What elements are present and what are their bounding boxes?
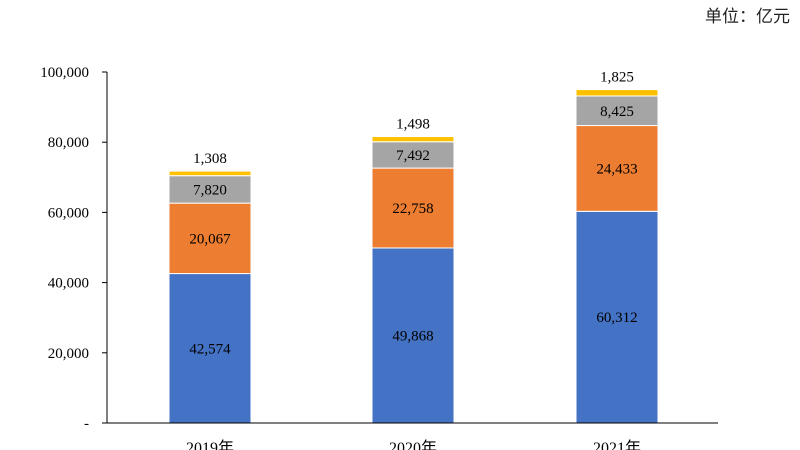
y-tick-label: 100,000 xyxy=(40,65,89,81)
bar-segment xyxy=(168,202,252,275)
x-tick-label: 2019年 xyxy=(186,439,234,450)
data-label: 42,574 xyxy=(189,341,231,357)
data-label: 1,825 xyxy=(600,70,634,86)
bar-segment xyxy=(371,141,455,169)
data-label: 22,758 xyxy=(392,201,433,217)
bar-segment xyxy=(575,89,659,97)
data-label: 1,498 xyxy=(396,117,430,133)
data-label: 60,312 xyxy=(596,310,637,326)
bar-segment xyxy=(371,136,455,143)
y-tick-label: 40,000 xyxy=(48,276,89,292)
y-tick-label: - xyxy=(84,416,89,432)
data-label: 24,433 xyxy=(596,161,637,177)
bar-segment xyxy=(575,95,659,127)
data-label: 49,868 xyxy=(392,328,433,344)
bar-segment xyxy=(371,167,455,249)
data-label: 8,425 xyxy=(600,104,634,120)
unit-label: 单位：亿元 xyxy=(705,7,790,27)
x-tick-label: 2021年 xyxy=(593,439,641,450)
data-label: 7,492 xyxy=(396,148,430,164)
bar-segment xyxy=(575,125,659,212)
y-tick-label: 60,000 xyxy=(48,205,89,221)
x-tick-label: 2020年 xyxy=(389,439,437,450)
y-tick-label: 80,000 xyxy=(48,135,89,151)
bar-segment xyxy=(168,175,252,204)
bar-segment xyxy=(371,247,455,424)
y-tick-label: 20,000 xyxy=(48,346,89,362)
data-label: 20,067 xyxy=(189,231,231,247)
data-label: 1,308 xyxy=(193,151,227,167)
data-label: 7,820 xyxy=(193,182,227,198)
bar-segment xyxy=(168,170,252,177)
